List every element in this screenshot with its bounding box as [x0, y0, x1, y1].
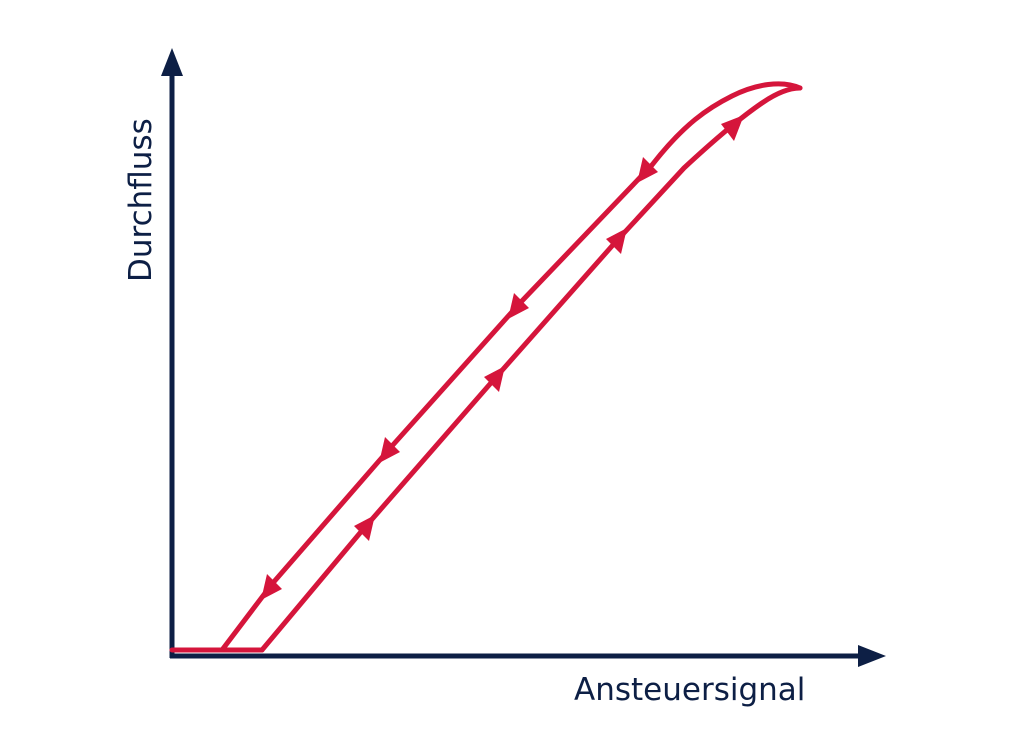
hysteresis-curve — [169, 81, 803, 653]
x-axis-arrowhead — [858, 645, 886, 667]
curve-rising-branch — [259, 85, 803, 653]
up-arrow-4 — [721, 115, 744, 141]
down-arrow-3 — [379, 437, 400, 463]
up-arrow-1 — [354, 515, 375, 541]
falling-direction-arrows — [261, 157, 658, 600]
up-arrow-2 — [484, 366, 505, 392]
x-axis-label: Ansteuersignal — [574, 672, 805, 708]
up-arrow-3 — [606, 228, 627, 254]
axes — [161, 48, 886, 667]
rising-direction-arrows — [354, 115, 744, 541]
curve-falling-branch — [219, 81, 803, 653]
y-axis-arrowhead — [161, 48, 183, 76]
y-axis-label: Durchfluss — [123, 118, 159, 282]
down-arrow-1 — [637, 157, 658, 183]
down-arrow-4 — [261, 574, 282, 600]
down-arrow-2 — [508, 293, 529, 319]
